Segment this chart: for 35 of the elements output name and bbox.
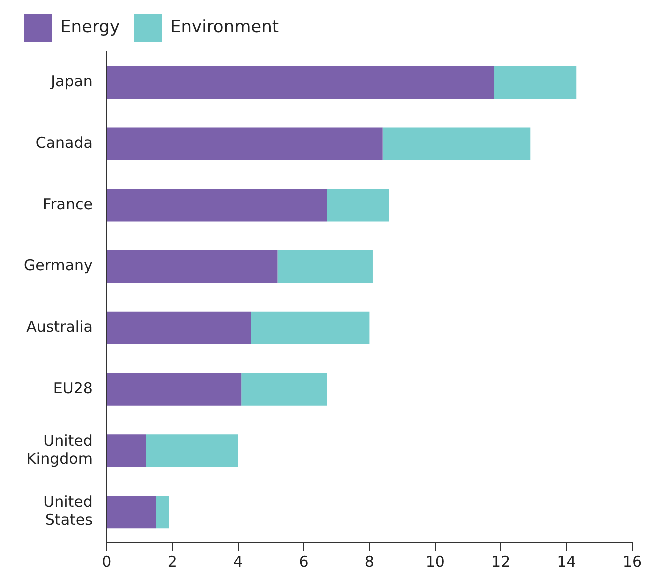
- bar: [107, 189, 327, 222]
- x-tick-label: 2: [168, 552, 178, 571]
- bar: [107, 250, 278, 284]
- x-tick-label: 0: [102, 552, 112, 571]
- x-tick-label: 6: [299, 552, 309, 571]
- bar: [278, 250, 373, 284]
- bar: [107, 312, 252, 344]
- y-tick-label: Japan: [50, 72, 93, 91]
- bar: [251, 312, 370, 344]
- y-tick-label: Germany: [24, 256, 94, 275]
- x-tick-label: 12: [492, 552, 511, 571]
- bar: [242, 373, 327, 406]
- x-tick-label: 4: [234, 552, 244, 571]
- x-tick-label: 16: [622, 552, 642, 571]
- x-tick-label: 10: [426, 552, 445, 571]
- y-tick-label: United States: [44, 493, 94, 530]
- y-tick-label: EU28: [53, 379, 93, 398]
- legend-label: Energy: [60, 17, 120, 38]
- y-tick-label: Australia: [26, 318, 93, 336]
- bar: [107, 66, 495, 99]
- bar: [107, 496, 156, 529]
- bar: [107, 434, 146, 468]
- bar: [107, 373, 242, 406]
- bar: [146, 434, 238, 468]
- x-tick-label: 8: [364, 552, 374, 571]
- y-tick-label: United Kingdom: [26, 432, 93, 468]
- bar: [382, 128, 531, 160]
- bar: [156, 496, 170, 529]
- x-tick-label: 14: [557, 552, 576, 571]
- bar: [107, 128, 383, 160]
- bar: [327, 189, 390, 222]
- y-tick-label: Canada: [36, 134, 93, 152]
- y-tick-label: France: [43, 195, 93, 214]
- legend-label: Environment: [170, 17, 280, 38]
- bar: [494, 66, 577, 99]
